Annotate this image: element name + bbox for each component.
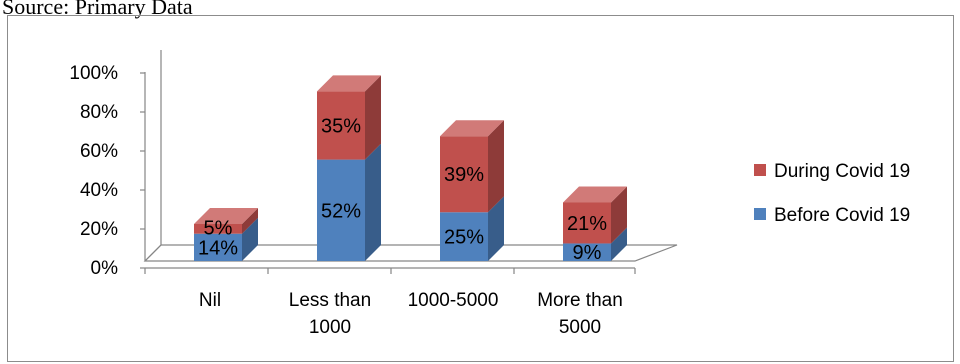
data-label-during-covid: 39% xyxy=(444,164,484,186)
y-tick-label: 100% xyxy=(69,63,118,84)
legend-label: During Covid 19 xyxy=(774,161,910,182)
data-label-before-covid: 9% xyxy=(573,242,602,264)
bar-before-covid-front xyxy=(563,243,611,261)
y-tick-label: 80% xyxy=(80,102,118,123)
bar-before-covid-side xyxy=(365,143,381,261)
bar-during-covid-side xyxy=(488,120,504,213)
y-tick-label: 40% xyxy=(80,180,118,201)
chart-frame xyxy=(7,15,954,362)
data-label-during-covid: 21% xyxy=(567,213,607,235)
bar-during-covid-top xyxy=(194,207,258,224)
bar-during-covid-top xyxy=(317,75,381,92)
bar-during-covid-front xyxy=(440,136,488,213)
y-tick-label: 60% xyxy=(80,141,118,162)
bar-during-covid-side xyxy=(365,75,381,160)
bar-before-covid-front xyxy=(194,233,242,261)
source-caption: Source: Primary Data xyxy=(2,0,193,19)
bar-during-covid-side xyxy=(611,186,627,244)
legend-swatch xyxy=(754,164,766,176)
data-label-before-covid: 14% xyxy=(198,237,238,259)
legend: During Covid 19 Before Covid 19 xyxy=(754,161,910,226)
bar-before-covid-side xyxy=(242,217,258,261)
bar-during-covid-front xyxy=(563,202,611,244)
x-category-label: More than xyxy=(537,290,623,311)
y-tick-label: 0% xyxy=(91,258,119,279)
x-category-label: 1000-5000 xyxy=(408,290,499,311)
bar-during-covid-top xyxy=(440,120,504,137)
bar-before-covid-front xyxy=(317,159,365,261)
x-category-label: 5000 xyxy=(559,317,601,338)
legend-swatch xyxy=(754,208,766,220)
y-tick-label: 20% xyxy=(80,219,118,240)
bar-during-covid-side xyxy=(242,207,258,234)
data-label-during-covid: 35% xyxy=(321,115,361,137)
bar-during-covid-front xyxy=(317,91,365,160)
data-label-before-covid: 52% xyxy=(321,200,361,222)
data-label-before-covid: 25% xyxy=(444,227,484,249)
x-category-label: Less than xyxy=(289,290,371,311)
x-category-label: 1000 xyxy=(309,317,351,338)
bar-before-covid-front xyxy=(440,212,488,261)
bar-before-covid-side xyxy=(611,227,627,261)
bar-during-covid-top xyxy=(563,186,627,203)
bar-before-covid-side xyxy=(488,196,504,261)
data-label-during-covid: 5% xyxy=(204,218,233,240)
bar-during-covid-front xyxy=(194,223,242,234)
x-category-label: Nil xyxy=(199,290,221,311)
legend-label: Before Covid 19 xyxy=(774,205,910,226)
back-wall-edge xyxy=(144,50,162,262)
